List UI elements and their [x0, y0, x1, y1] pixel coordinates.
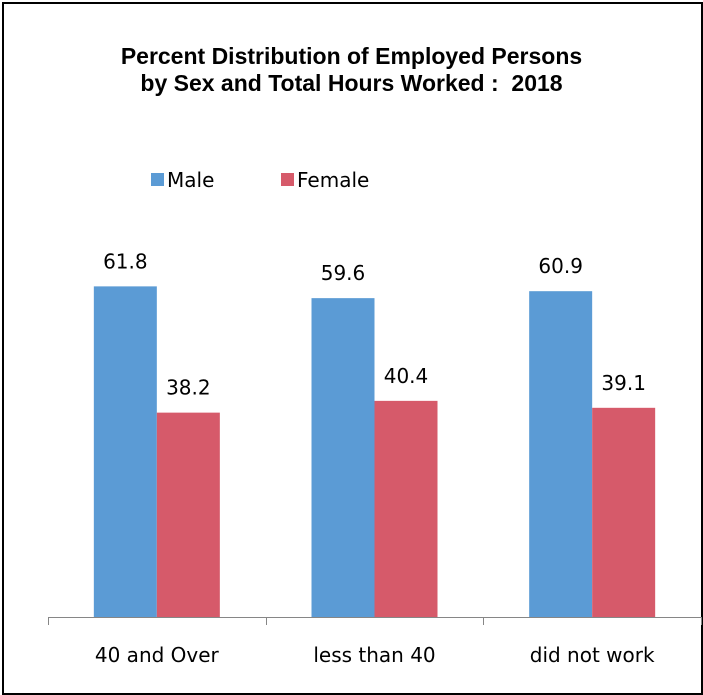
data-labels: 61.8 38.2 59.6 40.4 60.9 39.1 [103, 249, 646, 399]
bar-male-3 [529, 291, 593, 617]
chart-title: Percent Distribution of Employed Persons… [0, 43, 703, 97]
bar-male-2 [311, 298, 375, 617]
legend-label-male: Male [167, 168, 214, 192]
data-label-female-2: 40.4 [384, 364, 429, 388]
data-label-male-2: 59.6 [321, 261, 366, 285]
data-label-female-1: 38.2 [166, 376, 211, 400]
chart-title-line-1: Percent Distribution of Employed Persons [120, 43, 583, 69]
chart-title-line-2: by Sex and Total Hours Worked : 2018 [140, 70, 563, 96]
x-tick-label-2: less than 40 [313, 643, 435, 667]
bar-female-3 [592, 407, 656, 617]
legend-label-female: Female [297, 168, 369, 192]
data-label-female-3: 39.1 [601, 371, 646, 395]
legend-swatch-male [151, 173, 164, 186]
legend-swatch-female [281, 173, 294, 186]
legend: Male Female [151, 168, 369, 192]
x-tick-label-1: 40 and Over [95, 643, 220, 667]
data-label-male-1: 61.8 [103, 249, 148, 273]
bar-female-1 [156, 412, 220, 617]
bar-male-1 [93, 286, 157, 617]
x-tick-label-3: did not work [530, 643, 655, 667]
data-label-male-3: 60.9 [538, 254, 583, 278]
bar-female-2 [374, 400, 438, 617]
x-axis: 40 and Over less than 40 did not work [48, 617, 702, 667]
bars [93, 286, 656, 617]
